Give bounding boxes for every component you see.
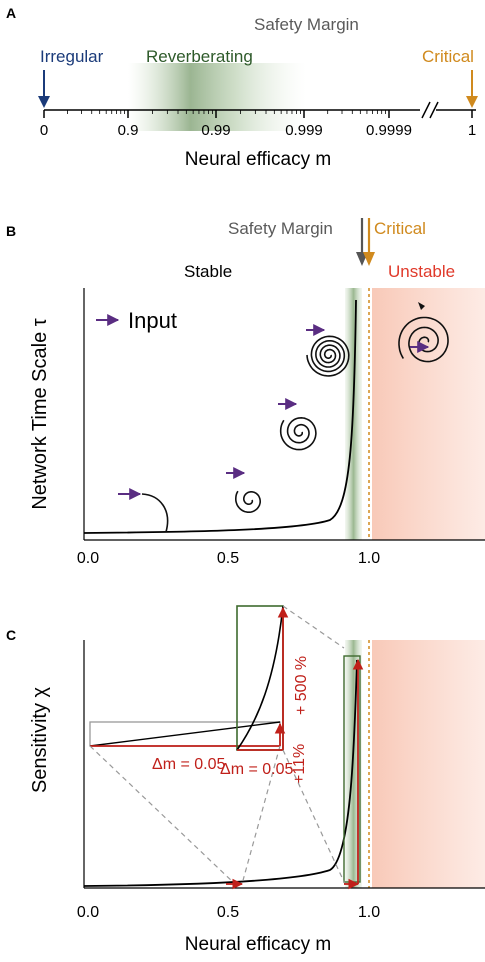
axis-b-tick-2: 1.0 bbox=[358, 550, 380, 567]
unstable-label: Unstable bbox=[388, 262, 455, 281]
unstable-region-c bbox=[372, 640, 485, 888]
axis-a-tick-3: 0.999 bbox=[285, 122, 323, 139]
reverberating-band bbox=[128, 63, 306, 131]
axis-c-ylabel: Sensitivity χ bbox=[29, 686, 51, 793]
axis-b-ylabel: Network Time Scale τ bbox=[29, 318, 51, 509]
pct-high: + 500 % bbox=[293, 656, 310, 715]
axis-b-tick-1: 0.5 bbox=[217, 550, 239, 567]
zoom-box-high bbox=[236, 605, 364, 890]
sensitivity-curve bbox=[83, 659, 358, 887]
axis-a-tick-5: 1 bbox=[468, 122, 476, 139]
irregular-arrow bbox=[38, 70, 50, 108]
stable-label: Stable bbox=[184, 262, 232, 281]
panel-b-letter: B bbox=[6, 223, 16, 239]
axis-c-xlabel: Neural efficacy m bbox=[185, 934, 331, 955]
delta-m-low: Δm = 0.05 bbox=[152, 756, 225, 773]
timescale-curve bbox=[83, 299, 357, 534]
critical-label-a: Critical bbox=[422, 47, 474, 66]
axis-a-tick-4: 0.9999 bbox=[366, 122, 412, 139]
spiral-unstable-arrowhead bbox=[418, 302, 425, 310]
pct-low: +11% bbox=[291, 744, 308, 784]
critical-arrow-b bbox=[363, 218, 375, 266]
axis-c-tick-2: 1.0 bbox=[358, 904, 380, 921]
response-hook bbox=[141, 493, 169, 533]
spiral-group bbox=[118, 302, 449, 533]
axis-a-tick-2: 0.99 bbox=[201, 122, 230, 139]
axis-a-tick-1: 0.9 bbox=[118, 122, 139, 139]
axis-a-tick-0: 0 bbox=[40, 122, 48, 139]
safety-margin-label-a: Safety Margin bbox=[254, 15, 359, 34]
safety-margin-label-b: Safety Margin bbox=[228, 219, 333, 238]
panel-a-letter: A bbox=[6, 5, 16, 21]
axis-a-xlabel: Neural efficacy m bbox=[185, 149, 331, 170]
axis-c-tick-0: 0.0 bbox=[77, 904, 99, 921]
spiral-large bbox=[306, 335, 350, 377]
spiral-medium bbox=[279, 416, 317, 451]
panel-c-letter: C bbox=[6, 627, 16, 643]
spiral-small bbox=[235, 490, 261, 513]
delta-m-high: Δm = 0.05 bbox=[220, 761, 293, 778]
axis-b-tick-0: 0.0 bbox=[77, 550, 99, 567]
axis-a bbox=[43, 101, 476, 119]
zoom-box-low bbox=[89, 721, 286, 890]
reverberating-label: Reverberating bbox=[146, 47, 253, 66]
critical-label-b: Critical bbox=[374, 219, 426, 238]
irregular-label: Irregular bbox=[40, 47, 104, 66]
critical-arrow-a bbox=[466, 70, 478, 108]
input-legend-label: Input bbox=[128, 308, 177, 333]
spiral-unstable bbox=[398, 316, 449, 363]
axis-c-tick-1: 0.5 bbox=[217, 904, 239, 921]
unstable-region-b bbox=[372, 288, 485, 540]
